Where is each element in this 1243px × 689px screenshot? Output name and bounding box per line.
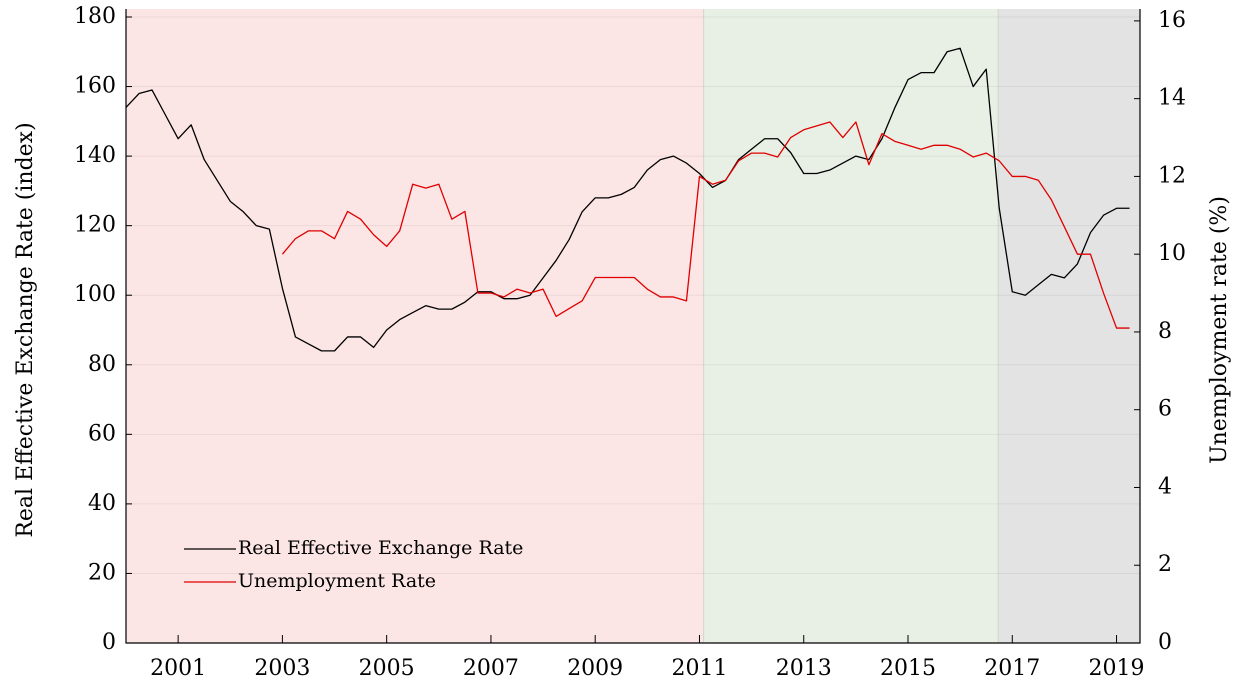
y2-tick-label: 12 — [1158, 163, 1186, 188]
y2-tick-label: 10 — [1158, 241, 1186, 266]
y-tick-label: 180 — [74, 4, 116, 29]
y2-tick-label: 2 — [1158, 552, 1172, 577]
y2-tick-label: 4 — [1158, 474, 1172, 499]
x-tick-label: 2009 — [567, 656, 623, 681]
x-tick-label: 2019 — [1089, 656, 1145, 681]
x-tick-label: 2013 — [776, 656, 832, 681]
y-tick-label: 0 — [102, 630, 116, 655]
y2-tick-label: 16 — [1158, 8, 1186, 33]
x-tick-label: 2001 — [150, 656, 206, 681]
y-tick-label: 80 — [88, 352, 116, 377]
shaded-region — [703, 9, 999, 643]
x-tick-label: 2017 — [984, 656, 1040, 681]
y-tick-label: 120 — [74, 213, 116, 238]
y2-tick-label: 8 — [1158, 319, 1172, 344]
y-tick-label: 140 — [74, 143, 116, 168]
legend-label: Unemployment Rate — [238, 570, 436, 592]
x-tick-label: 2011 — [671, 656, 727, 681]
shaded-region — [126, 9, 704, 643]
x-tick-label: 2003 — [254, 656, 310, 681]
y2-axis-label: Unemployment rate (%) — [1207, 196, 1232, 464]
axis-frame — [125, 9, 1141, 644]
y-tick-label: 20 — [88, 560, 116, 585]
x-tick-label: 2015 — [880, 656, 936, 681]
y-tick-label: 160 — [74, 74, 116, 99]
y2-tick-label: 6 — [1158, 397, 1172, 422]
x-tick-label: 2005 — [359, 656, 415, 681]
y-tick-label: 40 — [88, 491, 116, 516]
y-tick-label: 60 — [88, 421, 116, 446]
legend-label: Real Effective Exchange Rate — [238, 537, 523, 559]
x-tick-label: 2007 — [463, 656, 519, 681]
y2-tick-label: 14 — [1158, 86, 1186, 111]
shaded-region — [998, 9, 1140, 643]
series-line — [281, 121, 1130, 329]
y-tick-label: 100 — [74, 282, 116, 307]
y2-tick-label: 0 — [1158, 630, 1172, 655]
series-line — [125, 47, 1130, 352]
y-axis-label: Real Effective Exchange Rate (index) — [13, 122, 38, 537]
